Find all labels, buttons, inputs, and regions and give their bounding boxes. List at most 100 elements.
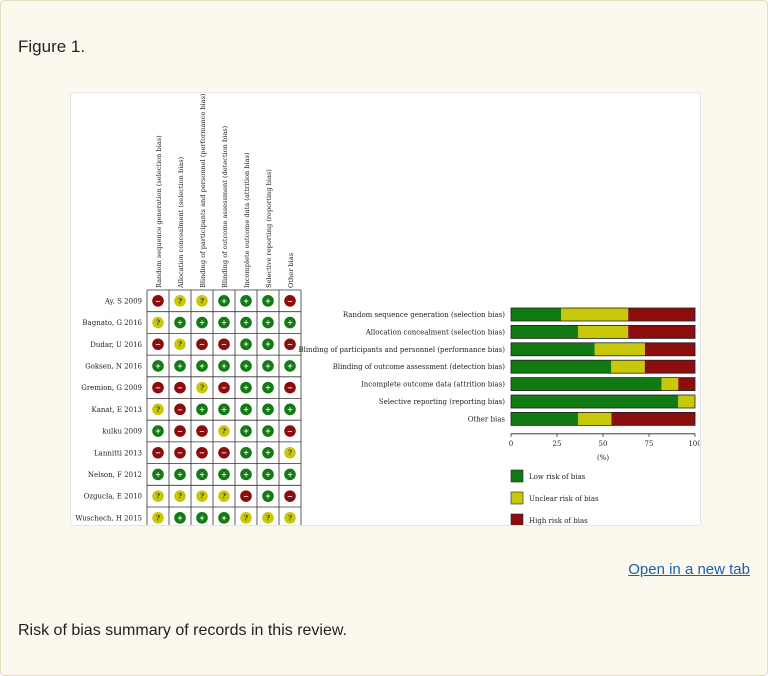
judgement-dot-low <box>152 425 164 437</box>
judgement-symbol: + <box>243 296 249 305</box>
bar-segment-unclear <box>661 377 679 391</box>
judgement-dot-low <box>262 295 274 307</box>
judgement-symbol: ? <box>156 492 160 501</box>
judgement-symbol: ? <box>178 296 182 305</box>
bar-segment-unclear <box>561 308 629 321</box>
judgement-dot-low <box>218 295 230 307</box>
judgement-dot-high <box>174 425 186 437</box>
bar-outline <box>510 411 696 426</box>
bar-outline <box>510 394 696 409</box>
judgement-dot-low <box>218 360 230 372</box>
judgement-symbol: + <box>265 296 271 305</box>
column-header: Other bias <box>287 252 295 288</box>
judgement-symbol: + <box>265 405 271 414</box>
judgement-symbol: ? <box>156 405 160 414</box>
bar-category-label: Blinding of outcome assessment (detectio… <box>333 363 505 371</box>
judgement-symbol: ? <box>222 426 226 435</box>
study-label: Dudar, U 2016 <box>90 341 142 349</box>
column-header: Random sequence generation (selection bi… <box>155 135 163 288</box>
bar-category-label: Random sequence generation (selection bi… <box>343 311 505 319</box>
judgement-symbol: ? <box>178 340 182 349</box>
bar-category-label: Incomplete outcome data (attrition bias) <box>361 381 505 389</box>
judgement-symbol: − <box>287 426 293 435</box>
bar-outline <box>510 324 696 339</box>
bar-outline <box>510 359 696 374</box>
judgement-dot-high <box>174 403 186 416</box>
legend-label: Unclear risk of bias <box>529 495 599 503</box>
judgement-dot-high <box>152 338 164 351</box>
judgement-symbol: + <box>265 492 271 501</box>
judgement-symbol: + <box>287 470 293 479</box>
legend-swatch-high <box>510 513 524 527</box>
judgement-symbol: + <box>155 470 161 479</box>
judgement-dot-high <box>196 338 208 351</box>
judgement-symbol: ? <box>200 492 204 501</box>
judgement-dot-high <box>240 490 252 502</box>
judgement-dot-unclear <box>262 512 274 524</box>
judgement-dot-low <box>240 403 252 416</box>
bar-segment-high <box>644 360 695 374</box>
column-header: Allocation concealment (selection bias) <box>177 156 185 289</box>
column-header: Selective reporting (reporting bias) <box>265 169 273 288</box>
judgement-dot-unclear <box>196 490 208 502</box>
judgement-symbol: ? <box>288 448 292 457</box>
judgement-symbol: ? <box>200 383 204 392</box>
judgement-dot-low <box>284 468 296 481</box>
judgement-dot-high <box>196 425 208 437</box>
judgement-dot-unclear <box>196 381 208 394</box>
bar-segment-high <box>678 377 695 391</box>
judgement-symbol: + <box>265 361 271 370</box>
judgement-symbol: − <box>221 340 227 349</box>
bar-segment-unclear <box>611 360 645 374</box>
judgement-symbol: − <box>199 448 205 457</box>
judgement-dot-high <box>284 295 296 307</box>
judgement-dot-unclear <box>174 295 186 307</box>
judgement-dot-low <box>174 468 186 481</box>
judgement-dot-low <box>196 360 208 372</box>
judgement-dot-low <box>262 338 274 351</box>
judgement-symbol: + <box>243 361 249 370</box>
x-axis-label: (%) <box>597 454 609 462</box>
judgement-dot-low <box>262 490 274 502</box>
judgement-symbol: ? <box>156 513 160 522</box>
column-header: Incomplete outcome data (attrition bias) <box>243 152 251 288</box>
judgement-dot-low <box>240 381 252 394</box>
judgement-dot-high <box>196 446 208 459</box>
x-tick-label: 0 <box>509 440 513 448</box>
judgement-dot-low <box>240 338 252 351</box>
figure-caption: Risk of bias summary of records in this … <box>18 622 347 639</box>
figure-label: Figure 1. <box>18 37 86 56</box>
x-tick-label: 75 <box>645 440 654 448</box>
bar-segment-high <box>611 412 696 426</box>
study-label: Nelson, F 2012 <box>88 471 142 479</box>
study-label: Ozgucla, E 2010 <box>84 493 142 501</box>
judgement-symbol: + <box>243 383 249 392</box>
judgement-dot-high <box>284 425 296 437</box>
figure-image[interactable]: Random sequence generation (selection bi… <box>70 92 702 530</box>
study-label: Bagnato, G 2016 <box>82 319 142 327</box>
judgement-dot-high <box>218 338 230 351</box>
judgement-dot-low <box>174 512 186 524</box>
judgement-symbol: − <box>287 296 293 305</box>
judgement-symbol: + <box>199 470 205 479</box>
study-label: Wuschech, H 2015 <box>75 514 142 522</box>
judgement-symbol: + <box>265 448 271 457</box>
judgement-symbol: − <box>177 426 183 435</box>
judgement-symbol: − <box>155 296 161 305</box>
judgement-dot-low <box>174 316 186 329</box>
judgement-dot-low <box>218 512 230 524</box>
judgement-dot-unclear <box>240 512 252 524</box>
bar-segment-low <box>511 412 578 426</box>
bar-segment-low <box>511 360 612 374</box>
judgement-dot-low <box>240 295 252 307</box>
judgement-dot-low <box>240 360 252 372</box>
judgement-dot-low <box>262 425 274 437</box>
legend-label: High risk of bias <box>529 517 588 525</box>
open-in-new-tab-link[interactable]: Open in a new tab <box>628 561 750 578</box>
judgement-symbol: + <box>243 318 249 327</box>
judgement-symbol: ? <box>244 513 248 522</box>
bar-category-label: Blinding of participants and personnel (… <box>298 346 505 354</box>
bar-category-label: Allocation concealment (selection bias) <box>365 328 506 336</box>
judgement-symbol: ? <box>266 513 270 522</box>
column-header: Blinding of outcome assessment (detectio… <box>221 125 229 288</box>
